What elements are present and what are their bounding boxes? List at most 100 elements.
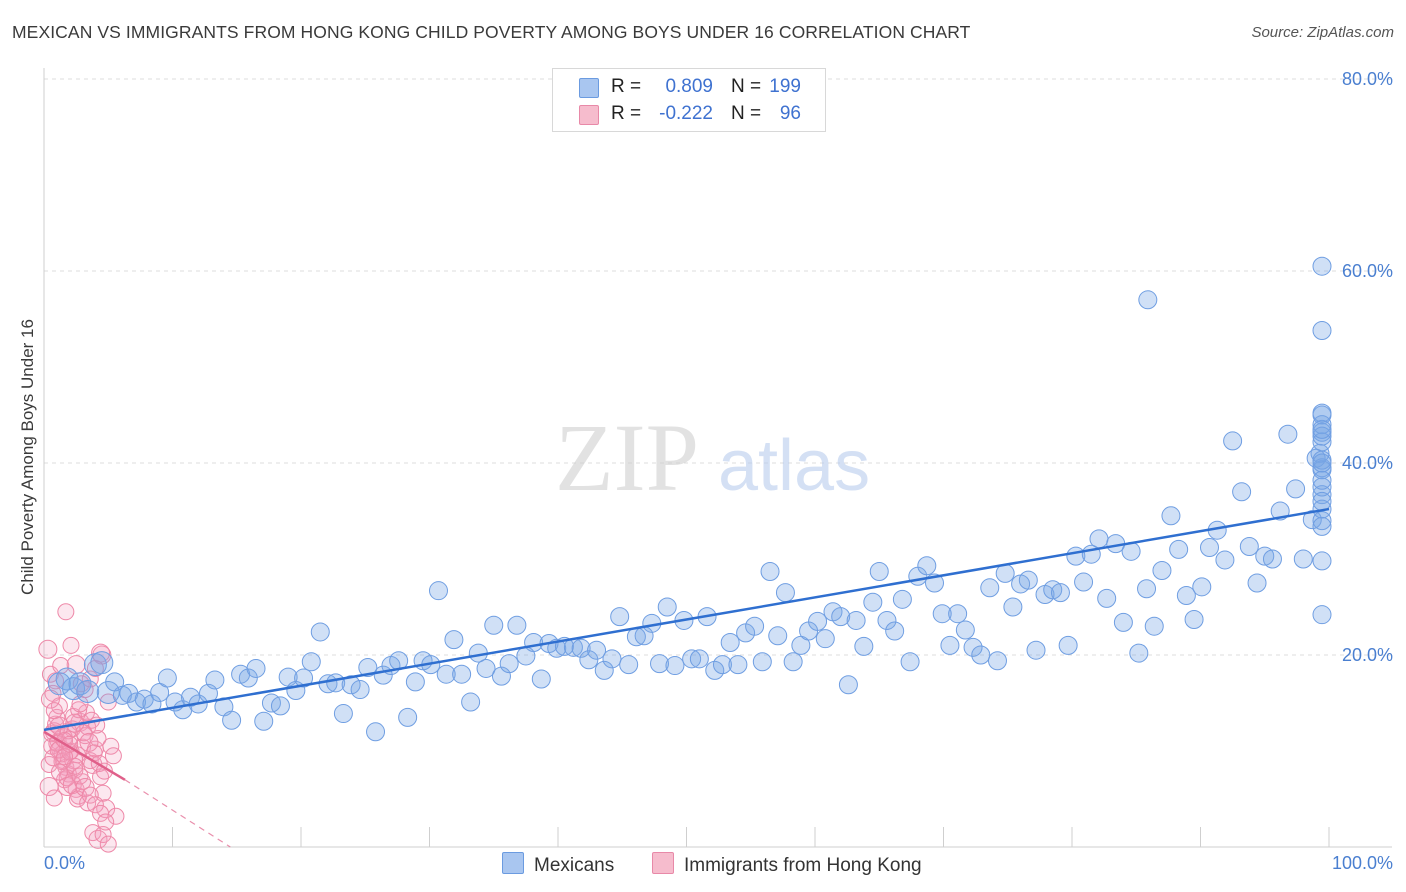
data-point-mexicans	[846, 610, 866, 630]
data-point-mexicans	[405, 672, 425, 692]
data-point-mexicans	[127, 692, 147, 712]
data-point-hong-kong	[79, 732, 99, 752]
y-tick-label: 80.0%	[1342, 69, 1393, 89]
legend-r-value: -0.222	[659, 103, 713, 124]
legend-item-mexicans[interactable]: Mexicans	[502, 852, 614, 877]
axes	[43, 68, 1392, 848]
data-point-mexicans	[1215, 550, 1235, 570]
data-point-mexicans	[657, 597, 677, 617]
data-point-hong-kong	[94, 826, 112, 844]
data-point-mexicans	[963, 637, 983, 657]
data-point-mexicans	[863, 592, 883, 612]
data-point-mexicans	[366, 722, 386, 742]
legend-r-label: R =	[611, 76, 642, 97]
data-point-mexicans	[1312, 403, 1332, 423]
data-point-mexicans	[1184, 609, 1204, 629]
data-point-mexicans	[1312, 485, 1332, 505]
data-point-mexicans	[1312, 605, 1332, 625]
watermark: ZIP atlas	[555, 404, 870, 511]
data-point-mexicans	[1026, 640, 1046, 660]
legend-swatch-blue	[579, 78, 599, 98]
data-point-mexicans	[310, 622, 330, 642]
data-point-mexicans	[1312, 321, 1332, 341]
data-point-hong-kong	[99, 835, 117, 853]
data-point-mexicans	[1262, 549, 1282, 569]
data-point-mexicans	[815, 629, 835, 649]
data-point-mexicans	[1223, 431, 1243, 451]
data-point-mexicans	[987, 651, 1007, 671]
data-point-mexicans	[1312, 511, 1332, 531]
data-point-mexicans	[745, 616, 765, 636]
legend-item-hong-kong[interactable]: Immigrants from Hong Kong	[652, 852, 922, 877]
data-point-mexicans	[90, 651, 114, 675]
data-point-mexicans	[1312, 453, 1332, 473]
data-point-hong-kong	[56, 748, 74, 766]
data-point-mexicans	[1312, 460, 1332, 480]
data-point-hong-kong	[45, 702, 63, 720]
legend-swatch-pink	[579, 105, 599, 125]
watermark-zip: ZIP	[555, 404, 699, 511]
data-point-mexicans	[1312, 477, 1332, 497]
data-point-mexicans	[484, 615, 504, 635]
data-point-mexicans	[1144, 616, 1164, 636]
data-point-mexicans	[1113, 612, 1133, 632]
data-point-mexicans	[783, 652, 803, 672]
data-point-hong-kong	[75, 777, 95, 797]
data-point-mexicans	[531, 669, 551, 689]
trend-line-hong-kong	[43, 730, 126, 781]
data-point-mexicans	[587, 640, 607, 660]
data-point-mexicans	[112, 685, 132, 705]
data-point-mexicans	[682, 649, 702, 669]
data-point-mexicans	[62, 677, 86, 701]
data-point-mexicans	[1302, 510, 1322, 530]
data-point-mexicans	[301, 652, 321, 672]
data-point-mexicans	[1286, 479, 1306, 499]
legend-n-value: 96	[779, 103, 801, 124]
data-point-mexicans	[602, 649, 622, 669]
data-point-mexicans	[1058, 635, 1078, 655]
watermark-atlas: atlas	[718, 426, 870, 506]
legend-n-label: N =	[731, 103, 762, 124]
x-tick-label: 100.0%	[1332, 853, 1393, 873]
data-point-mexicans	[270, 696, 290, 716]
data-point-mexicans	[948, 604, 968, 624]
data-point-mexicans	[1018, 570, 1038, 590]
data-point-mexicans	[1152, 561, 1172, 581]
data-point-mexicans	[892, 589, 912, 609]
data-point-mexicans	[1312, 256, 1332, 276]
data-point-mexicans	[142, 694, 162, 714]
data-point-mexicans	[768, 626, 788, 646]
data-point-mexicans	[955, 620, 975, 640]
y-tick-label: 60.0%	[1342, 261, 1393, 281]
data-point-mexicans	[932, 604, 952, 624]
data-point-hong-kong	[92, 804, 110, 822]
data-point-hong-kong	[81, 786, 99, 804]
data-point-mexicans	[341, 675, 361, 695]
trend-line-mexicans	[43, 507, 1330, 732]
data-point-mexicans	[571, 638, 591, 658]
data-point-mexicans	[1312, 426, 1332, 446]
data-point-mexicans	[1097, 588, 1117, 608]
data-point-mexicans	[294, 668, 314, 688]
legend-row-hong-kong: R = -0.222 N = 96	[553, 100, 825, 128]
data-point-mexicans	[877, 610, 897, 630]
data-point-hong-kong	[71, 767, 89, 785]
data-point-mexicans	[222, 710, 242, 730]
data-point-mexicans	[900, 652, 920, 672]
data-point-hong-kong	[102, 737, 120, 755]
data-point-mexicans	[720, 633, 740, 653]
data-point-mexicans	[1074, 572, 1094, 592]
data-point-mexicans	[869, 561, 889, 581]
data-point-mexicans	[838, 675, 858, 695]
data-point-mexicans	[157, 668, 177, 688]
legend-n-label: N =	[731, 76, 762, 97]
data-point-mexicans	[333, 704, 353, 724]
grid-lines	[44, 78, 1392, 656]
data-point-mexicans	[760, 561, 780, 581]
data-point-mexicans	[254, 711, 274, 731]
data-point-mexicans	[650, 654, 670, 674]
data-point-mexicans	[579, 650, 599, 670]
data-point-hong-kong	[97, 813, 115, 831]
data-point-mexicans	[619, 655, 639, 675]
data-point-mexicans	[689, 649, 709, 669]
